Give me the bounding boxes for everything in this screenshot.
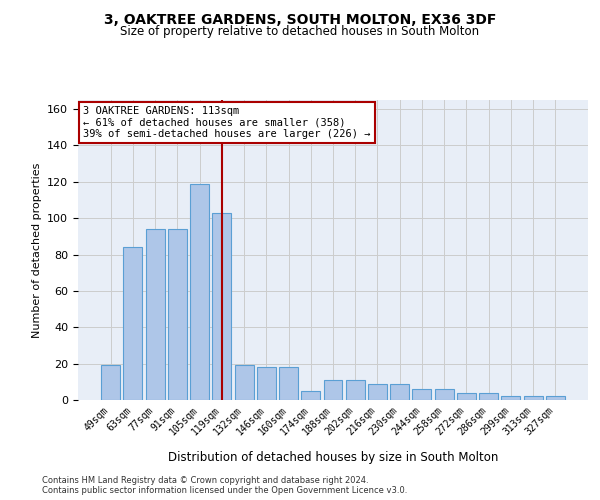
Bar <box>524 396 542 400</box>
Text: Contains public sector information licensed under the Open Government Licence v3: Contains public sector information licen… <box>42 486 407 495</box>
Bar <box>412 389 431 400</box>
Bar <box>301 391 320 400</box>
Bar <box>435 389 454 400</box>
Y-axis label: Number of detached properties: Number of detached properties <box>32 162 41 338</box>
Text: 3, OAKTREE GARDENS, SOUTH MOLTON, EX36 3DF: 3, OAKTREE GARDENS, SOUTH MOLTON, EX36 3… <box>104 12 496 26</box>
Bar <box>457 392 476 400</box>
Text: Contains HM Land Registry data © Crown copyright and database right 2024.: Contains HM Land Registry data © Crown c… <box>42 476 368 485</box>
Bar <box>390 384 409 400</box>
Bar <box>168 229 187 400</box>
Bar <box>124 248 142 400</box>
Bar <box>235 366 254 400</box>
Text: Size of property relative to detached houses in South Molton: Size of property relative to detached ho… <box>121 25 479 38</box>
Bar <box>212 212 231 400</box>
Bar <box>346 380 365 400</box>
Bar <box>190 184 209 400</box>
Bar <box>146 229 164 400</box>
Text: Distribution of detached houses by size in South Molton: Distribution of detached houses by size … <box>168 451 498 464</box>
Bar <box>546 396 565 400</box>
Bar <box>279 368 298 400</box>
Bar <box>257 368 276 400</box>
Bar <box>368 384 387 400</box>
Bar <box>502 396 520 400</box>
Bar <box>101 366 120 400</box>
Text: 3 OAKTREE GARDENS: 113sqm
← 61% of detached houses are smaller (358)
39% of semi: 3 OAKTREE GARDENS: 113sqm ← 61% of detac… <box>83 106 371 139</box>
Bar <box>479 392 498 400</box>
Bar <box>323 380 343 400</box>
